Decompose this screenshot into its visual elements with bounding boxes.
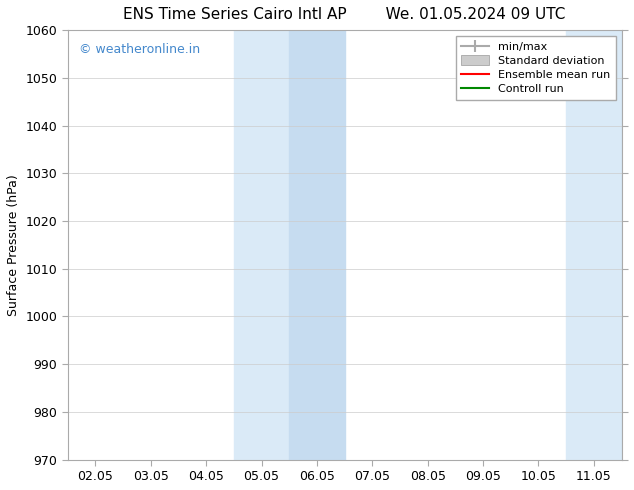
Y-axis label: Surface Pressure (hPa): Surface Pressure (hPa) [7,174,20,316]
Bar [621,30,634,460]
Bar [289,30,345,460]
Title: ENS Time Series Cairo Intl AP        We. 01.05.2024 09 UTC: ENS Time Series Cairo Intl AP We. 01.05.… [124,7,566,22]
Bar [234,30,289,460]
Legend: min/max, Standard deviation, Ensemble mean run, Controll run: min/max, Standard deviation, Ensemble me… [456,36,616,100]
Text: © weatheronline.in: © weatheronline.in [79,43,200,56]
Bar [566,30,621,460]
